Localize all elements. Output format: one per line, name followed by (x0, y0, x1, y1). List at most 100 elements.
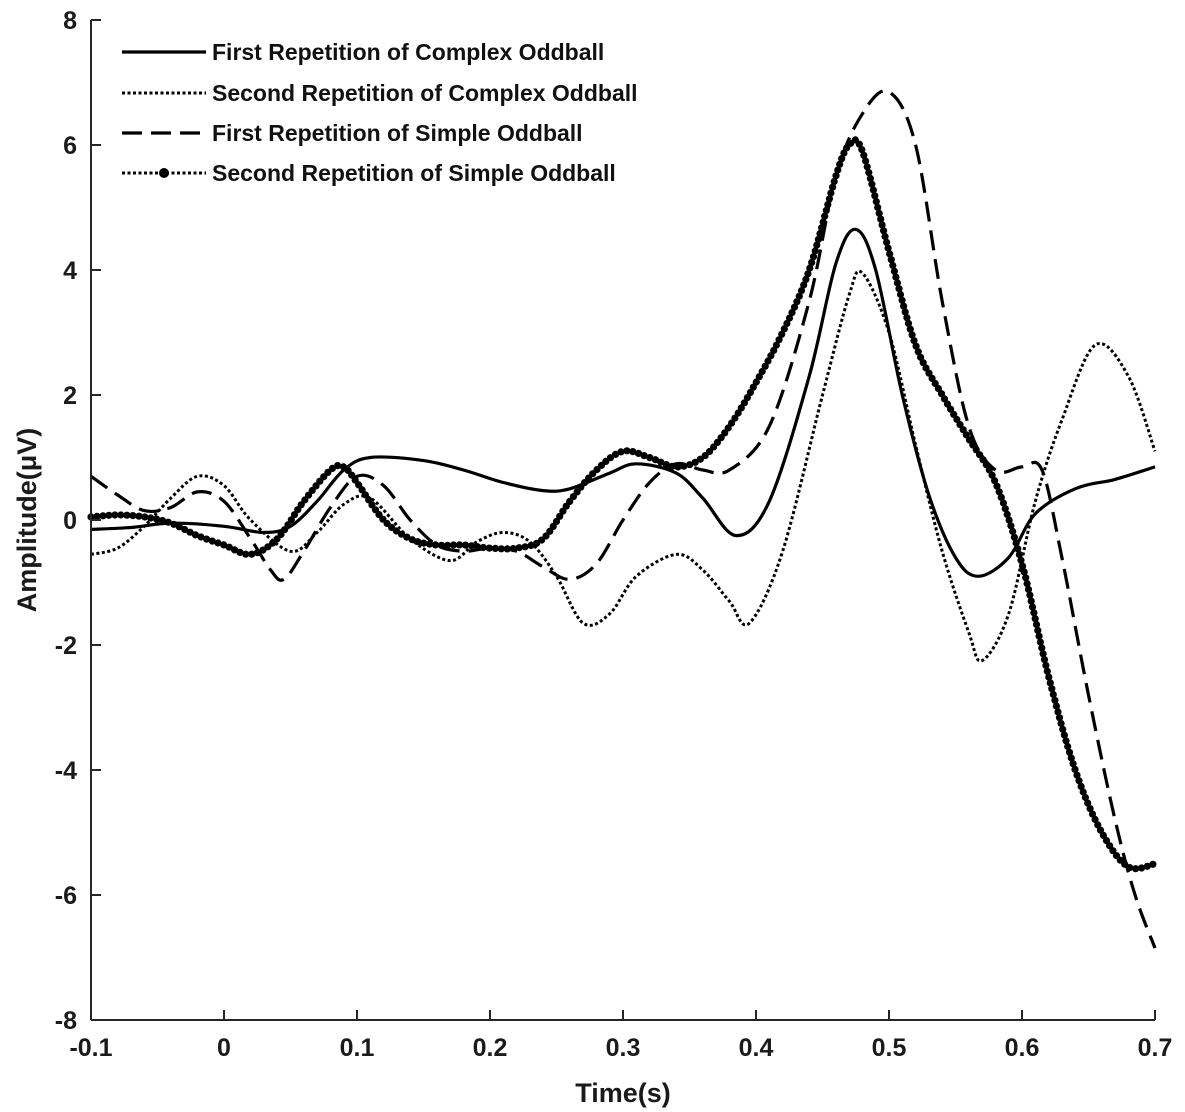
series-marker (248, 550, 256, 558)
series-marker (437, 541, 446, 549)
series-marker (901, 308, 909, 316)
series-marker (1064, 742, 1072, 751)
x-tick-label: 0.7 (1138, 1034, 1173, 1062)
series-marker (1007, 522, 1015, 530)
series-marker (1024, 585, 1033, 594)
series-line (90, 89, 1157, 949)
series-marker (135, 512, 143, 520)
series-marker (892, 273, 900, 281)
series-marker (896, 290, 905, 299)
x-tick-label: 0.4 (739, 1034, 774, 1062)
series-marker (473, 543, 481, 551)
series-marker (1014, 545, 1022, 553)
series-marker (780, 325, 788, 333)
series-marker (1057, 719, 1065, 728)
series-marker (1019, 562, 1027, 570)
series-marker (164, 518, 172, 526)
series-marker (1020, 568, 1028, 576)
series-marker (880, 227, 888, 235)
series-marker (910, 337, 918, 345)
series-marker (797, 287, 806, 295)
series-marker (1038, 644, 1046, 652)
series-marker (793, 298, 801, 306)
series-marker (1045, 673, 1053, 681)
series-marker (521, 543, 529, 551)
series-marker (646, 454, 654, 462)
x-tick-label: -0.1 (69, 1034, 112, 1062)
series-marker (783, 319, 791, 328)
series-marker (947, 405, 955, 413)
series-marker (790, 303, 799, 311)
series-marker (788, 309, 796, 317)
series-marker (940, 395, 949, 403)
series-marker (1023, 580, 1031, 588)
series-marker (912, 342, 920, 350)
series-marker (220, 541, 228, 549)
series-marker (1059, 725, 1067, 733)
series-marker (1055, 714, 1064, 722)
series-marker (865, 169, 873, 177)
series-marker (908, 331, 916, 339)
series-marker (123, 511, 131, 519)
series-marker (808, 258, 816, 266)
series-marker (1049, 690, 1057, 699)
series-marker (1003, 510, 1011, 518)
y-tick-label: -6 (55, 882, 77, 910)
series-marker (181, 525, 189, 534)
series-marker (455, 541, 464, 549)
series-marker (900, 302, 908, 310)
series-marker (855, 140, 863, 148)
series-marker (858, 146, 866, 154)
series-marker (1017, 556, 1025, 564)
x-ticks: -0.1 0 0.1 0.2 0.3 0.4 0.5 0.6 0.7 (69, 1010, 1172, 1062)
series-marker (1005, 516, 1013, 524)
series-marker (1035, 632, 1043, 640)
series-marker (431, 541, 440, 549)
legend-marker (159, 168, 169, 178)
series-marker (890, 267, 899, 275)
series-marker (988, 471, 996, 479)
y-tick-label: 2 (63, 382, 77, 410)
series-marker (809, 253, 818, 261)
legend-label: First Repetition of Simple Oddball (212, 120, 583, 146)
series-marker (1031, 615, 1039, 623)
series-marker (1051, 696, 1059, 704)
series-marker (686, 461, 694, 469)
series-marker (999, 499, 1008, 507)
series-marker (1036, 638, 1044, 646)
series-marker (611, 450, 620, 458)
legend-label: First Repetition of Complex Oddball (212, 39, 604, 65)
series-marker (1137, 864, 1146, 872)
series-marker (1001, 505, 1009, 513)
series-marker (813, 241, 821, 249)
series-marker (497, 545, 505, 553)
series-marker (878, 221, 886, 229)
series-marker (1079, 788, 1087, 796)
y-tick-label: 6 (63, 132, 77, 160)
series-marker (889, 261, 897, 270)
series-marker (623, 447, 631, 455)
series-marker (426, 540, 434, 548)
series-marker (881, 232, 889, 241)
series-marker (937, 390, 946, 398)
series-marker (680, 462, 688, 470)
legend-label: Second Repetition of Simple Oddball (212, 160, 616, 186)
series-marker (1067, 754, 1075, 762)
series-marker (895, 285, 903, 293)
series-marker (253, 549, 262, 557)
series-marker (105, 511, 113, 519)
series-marker (147, 514, 155, 522)
series-marker (1062, 737, 1070, 745)
series-marker (872, 198, 880, 206)
y-tick-label: -2 (55, 632, 77, 660)
series-marker (1077, 782, 1085, 791)
series-marker (1046, 679, 1054, 687)
series-marker (1043, 667, 1051, 675)
series-marker (829, 183, 837, 191)
series-marker (214, 539, 222, 547)
series-marker (834, 166, 842, 174)
y-tick-label: 4 (63, 257, 77, 285)
series-marker (1026, 591, 1034, 599)
series-marker (863, 163, 871, 171)
series-marker (832, 172, 840, 180)
